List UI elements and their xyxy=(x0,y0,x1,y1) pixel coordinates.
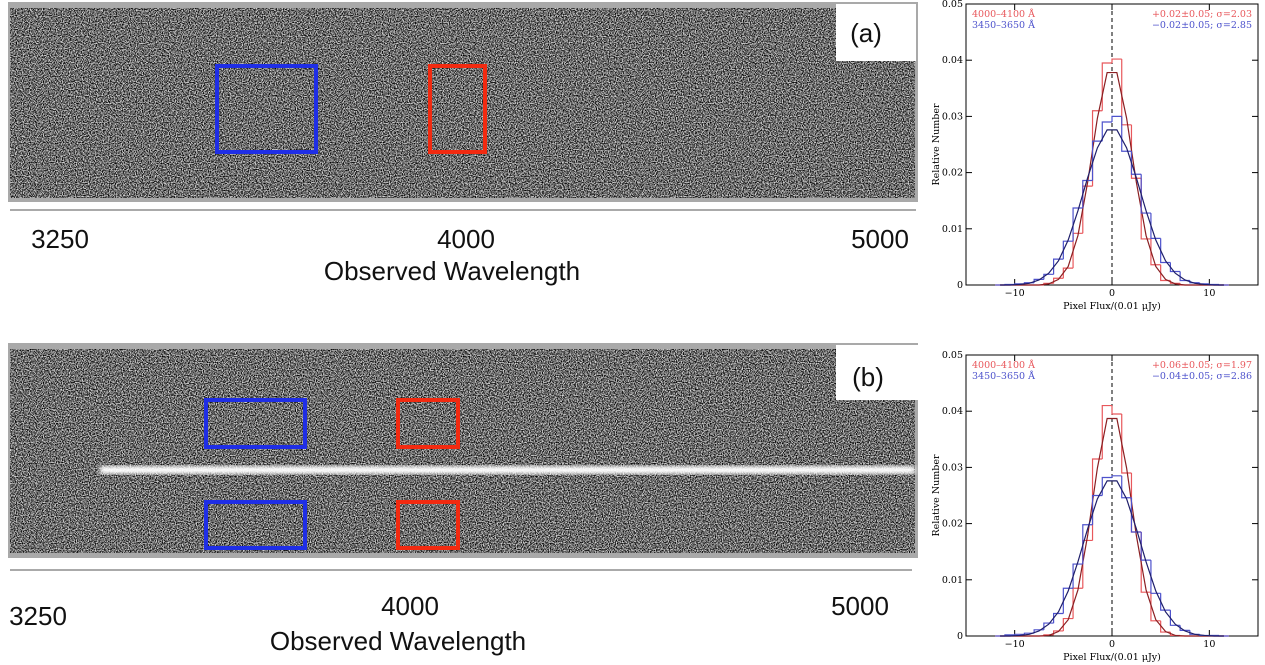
histogram-step xyxy=(1160,264,1171,282)
histogram-step xyxy=(1062,587,1074,614)
x-tick-label: −10 xyxy=(1005,288,1025,299)
y-tick-label: 0.05 xyxy=(942,0,963,10)
histogram-step xyxy=(1150,213,1161,239)
x-tick-label: −10 xyxy=(1005,639,1025,650)
axis-tick: 3250 xyxy=(9,601,67,631)
histogram-step xyxy=(1169,262,1181,273)
histogram-step xyxy=(1179,625,1190,631)
y-tick-label: 0.03 xyxy=(942,111,963,122)
y-tick-label: 0.05 xyxy=(942,350,963,361)
x-axis-label: Pixel Flux/(0.01 μJy) xyxy=(1063,652,1161,663)
histogram-step xyxy=(1130,473,1142,533)
histogram-step xyxy=(1121,414,1132,474)
x-tick-label: 0 xyxy=(1109,639,1115,650)
histogram-step xyxy=(1111,115,1122,123)
axis-label: Observed Wavelength xyxy=(324,256,580,286)
legend-entry: 3450–3650 Å xyxy=(972,19,1035,31)
legend-entry: 4000–4100 Å xyxy=(972,359,1035,371)
histogram-step xyxy=(1043,273,1054,280)
histogram-step xyxy=(1130,497,1142,533)
histogram-step xyxy=(1014,633,1025,635)
axis-tick: 4000 xyxy=(381,591,439,621)
y-tick-label: 0.01 xyxy=(942,575,963,586)
legend-stats: −0.04±0.05; σ=2.86 xyxy=(1152,371,1252,382)
histogram-step xyxy=(1072,563,1083,589)
histogram-step xyxy=(1140,178,1151,240)
spectrum-image-b xyxy=(8,343,918,571)
histogram-step xyxy=(1111,405,1122,415)
histogram-step xyxy=(1111,58,1122,64)
axis-tick: 3250 xyxy=(31,224,89,254)
x-tick-label: 10 xyxy=(1203,288,1215,299)
histogram-step xyxy=(1082,185,1093,234)
fit-curve xyxy=(1000,417,1224,637)
histogram-step xyxy=(1140,532,1151,561)
histogram-step xyxy=(1169,610,1181,626)
axis-label: Observed Wavelength xyxy=(270,626,526,656)
spectrum-image-a xyxy=(8,2,918,211)
histogram-step xyxy=(1121,475,1132,499)
histogram-step xyxy=(1150,560,1161,594)
legend-stats: +0.06±0.05; σ=1.97 xyxy=(1152,360,1252,371)
histogram-step xyxy=(1130,151,1142,175)
histogram-step xyxy=(1160,238,1171,264)
axis-tick: 4000 xyxy=(437,224,495,254)
histogram-step xyxy=(1101,121,1112,142)
x-axis-label: Pixel Flux/(0.01 μJy) xyxy=(1063,301,1161,312)
histogram-step xyxy=(1082,179,1093,209)
y-tick-label: 0.02 xyxy=(942,519,963,530)
x-tick-label: 10 xyxy=(1203,639,1215,650)
panel-label: (a) xyxy=(850,18,882,48)
histogram-step xyxy=(1091,140,1103,181)
histogram-step xyxy=(1130,124,1142,179)
histogram-step xyxy=(1062,240,1074,260)
histogram-step xyxy=(1062,267,1074,279)
panel-label: (b) xyxy=(852,362,884,392)
y-axis-label: Relative Number xyxy=(931,454,942,536)
legend-stats: −0.02±0.05; σ=2.85 xyxy=(1152,20,1252,31)
histogram-step xyxy=(1053,612,1064,624)
fit-curve xyxy=(1000,129,1224,286)
histogram-step xyxy=(1160,593,1171,611)
histogram-step xyxy=(1053,258,1064,275)
histogram-step xyxy=(1121,59,1132,126)
histogram-step xyxy=(1150,238,1161,266)
histogram-step xyxy=(1140,174,1151,214)
axis-tick: 5000 xyxy=(851,224,909,254)
histogram-step xyxy=(1150,592,1161,622)
legend-entry: 4000–4100 Å xyxy=(972,8,1035,20)
y-tick-label: 0.03 xyxy=(942,462,963,473)
y-tick-label: 0.02 xyxy=(942,168,963,179)
histogram-step xyxy=(1062,617,1074,631)
histogram-step xyxy=(1179,271,1190,282)
histogram-step xyxy=(1111,475,1122,478)
histogram-step xyxy=(1082,539,1093,589)
y-tick-label: 0 xyxy=(957,631,963,642)
histogram-step xyxy=(1101,404,1112,459)
fit-curve xyxy=(1000,480,1224,637)
histogram-step xyxy=(1072,207,1083,242)
x-tick-label: 0 xyxy=(1109,288,1115,299)
legend-stats: +0.02±0.05; σ=2.03 xyxy=(1152,9,1252,20)
y-tick-label: 0.04 xyxy=(942,406,963,417)
fit-curve xyxy=(1000,71,1224,286)
histogram-step xyxy=(1072,587,1083,619)
axis-tick: 5000 xyxy=(831,591,889,621)
histogram-step xyxy=(1072,232,1083,269)
y-tick-label: 0 xyxy=(957,280,963,291)
y-axis-label: Relative Number xyxy=(931,103,942,185)
legend-entry: 3450–3650 Å xyxy=(972,370,1035,382)
y-tick-label: 0.01 xyxy=(942,224,963,235)
y-tick-label: 0.04 xyxy=(942,55,963,66)
